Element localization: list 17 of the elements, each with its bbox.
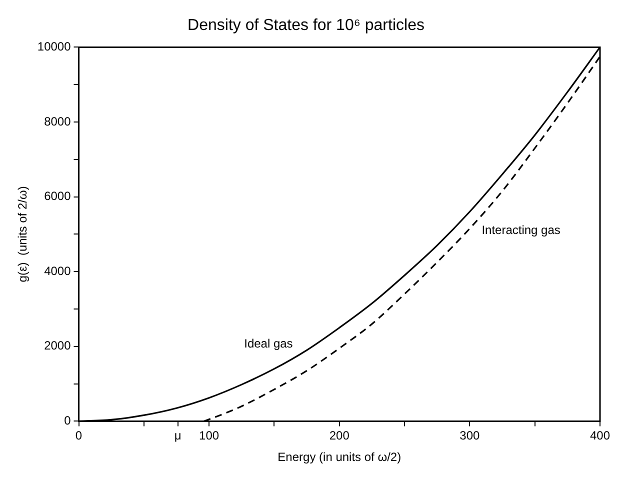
x-tick-label: 400 xyxy=(590,428,610,443)
series-label: Ideal gas xyxy=(244,336,293,350)
series-label: Interacting gas xyxy=(482,222,560,237)
y-tick-label: 0 xyxy=(64,414,72,428)
y-tick-label: 10000 xyxy=(37,40,72,54)
x-axis-title: Energy (in units of ω/2) xyxy=(278,450,402,464)
x-tick-label: 100 xyxy=(199,428,220,443)
x-tick-label: μ xyxy=(174,428,182,443)
x-tick-label: 0 xyxy=(75,428,82,443)
y-tick-label: 6000 xyxy=(44,189,72,204)
x-tick-label: 300 xyxy=(460,428,480,443)
y-tick-label: 2000 xyxy=(44,338,72,353)
x-tick-label: 200 xyxy=(329,428,350,443)
y-axis-title: g(ε) (units of 2/ω) xyxy=(16,186,30,282)
y-tick-label: 8000 xyxy=(44,114,72,128)
chart-title: Density of States for 10⁶ particles xyxy=(188,17,424,34)
y-tick-label: 4000 xyxy=(44,264,72,278)
